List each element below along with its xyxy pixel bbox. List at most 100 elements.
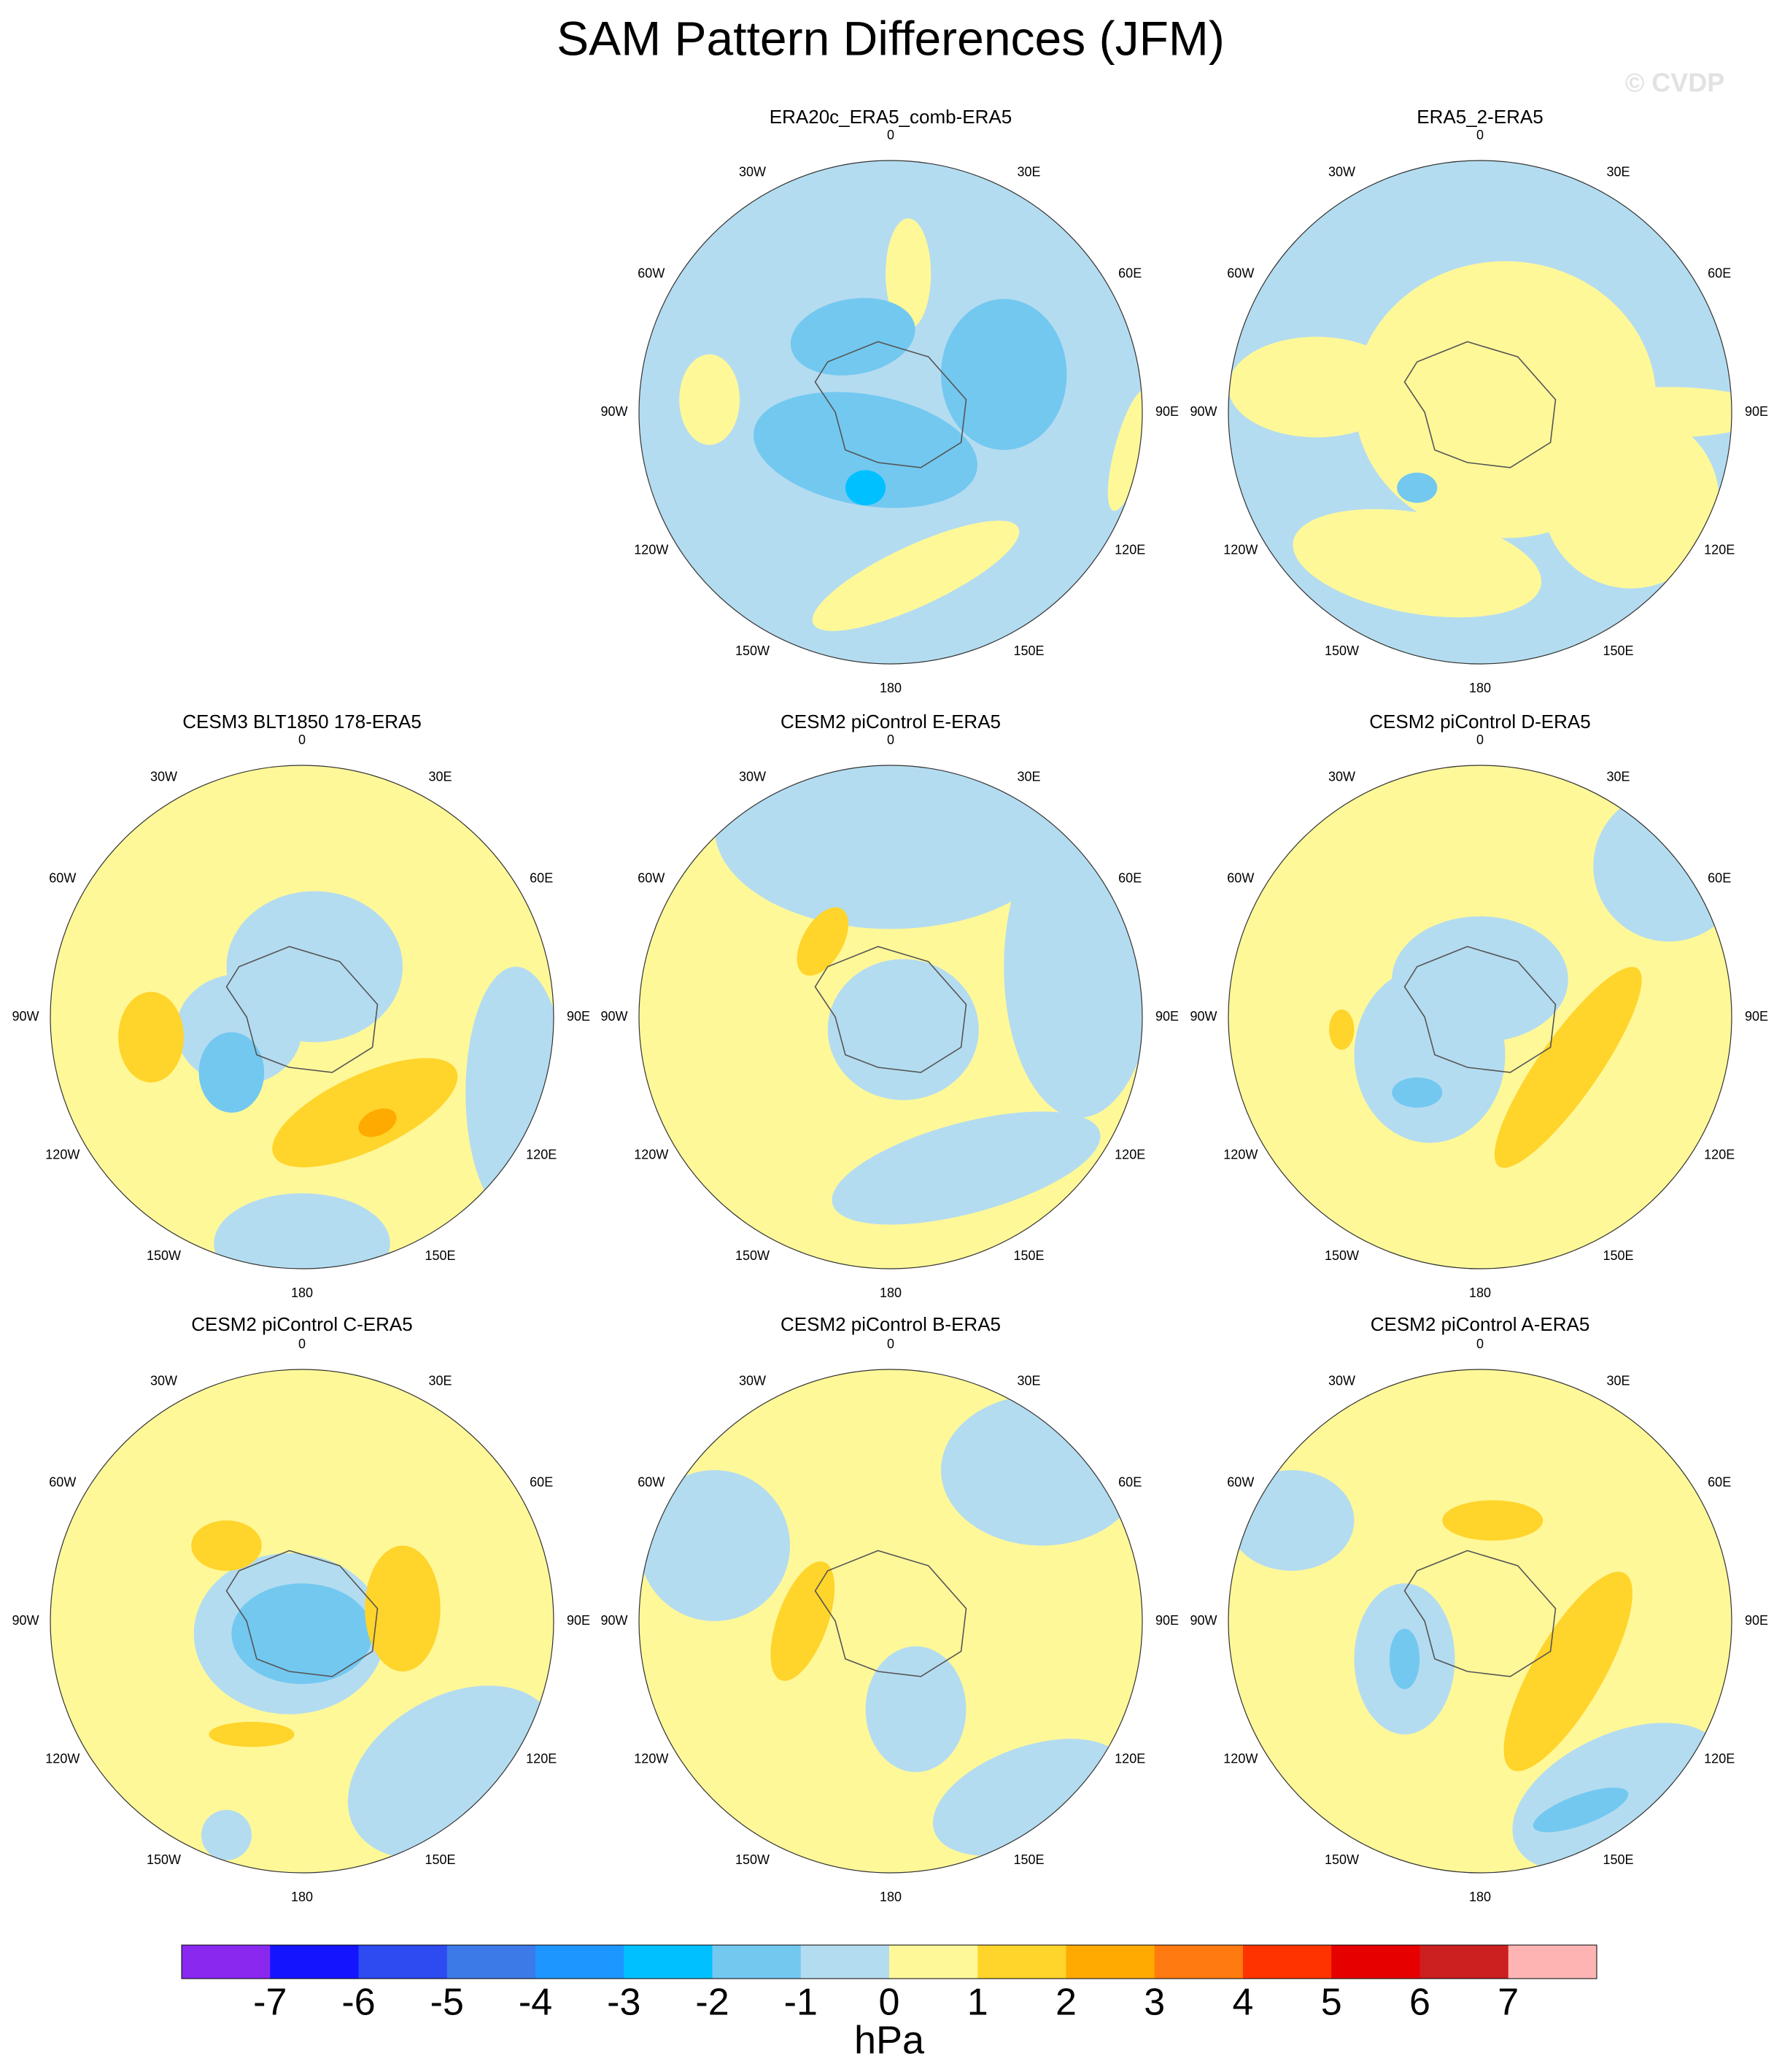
lon-label: 60W bbox=[638, 1474, 665, 1489]
contour-region bbox=[639, 1470, 790, 1621]
colorbar-box bbox=[446, 1945, 536, 1979]
map-rim bbox=[1228, 160, 1732, 665]
map-field bbox=[1228, 1369, 1732, 1873]
map-field bbox=[639, 765, 1142, 1269]
lon-label: 0 bbox=[887, 732, 894, 747]
colorbar-tick-label: 2 bbox=[1056, 1982, 1077, 2024]
lon-label: 120W bbox=[45, 1751, 80, 1766]
lon-label: 120E bbox=[1704, 1147, 1735, 1161]
lon-label: 120W bbox=[1223, 1147, 1258, 1161]
lon-label: 150W bbox=[1325, 643, 1359, 658]
lon-label: 90E bbox=[1745, 404, 1768, 419]
map-rim bbox=[1228, 1369, 1732, 1874]
lon-label: 150W bbox=[735, 1248, 770, 1263]
colorbar-label: hPa bbox=[854, 2018, 925, 2062]
contour-region bbox=[1593, 790, 1732, 942]
map-panel: 0 30E 60E 90E 120E 150E 180 150W 120W 90W 60W 30W bbox=[1190, 128, 1768, 695]
contour-region bbox=[1004, 816, 1142, 1118]
contour-region bbox=[1392, 916, 1568, 1043]
lon-label: 90W bbox=[12, 1613, 39, 1628]
lon-label: 90E bbox=[567, 1009, 590, 1024]
lon-label: 90E bbox=[1155, 1009, 1179, 1024]
contour-region bbox=[231, 1583, 373, 1685]
colorbar-tick-label: -4 bbox=[519, 1982, 552, 2024]
lon-label: 150W bbox=[1325, 1852, 1359, 1867]
lon-label: 120E bbox=[1115, 1147, 1145, 1161]
panel-title: CESM2 piControl B-ERA5 bbox=[781, 1313, 1001, 1335]
coastline bbox=[814, 946, 967, 1073]
colorbar-box bbox=[1508, 1945, 1597, 1979]
lon-label: 90E bbox=[567, 1613, 590, 1628]
lon-label: 0 bbox=[1476, 128, 1484, 142]
contour-region bbox=[812, 520, 1020, 631]
lon-label: 30W bbox=[150, 1374, 177, 1388]
lon-label: 120W bbox=[634, 1147, 668, 1161]
contour-region bbox=[201, 1809, 252, 1860]
contour-region bbox=[1533, 1787, 1629, 1833]
lon-label: 30E bbox=[428, 770, 452, 784]
contour-region bbox=[886, 218, 931, 330]
map-panel: 0 30E 60E 90E 120E 150E 180 150W 120W 90W 60W 30W bbox=[12, 1337, 590, 1904]
lon-label: 30E bbox=[1017, 1374, 1040, 1388]
coastline bbox=[814, 341, 967, 468]
panel-title: CESM2 piControl D-ERA5 bbox=[1369, 711, 1590, 732]
lon-label: 60W bbox=[638, 870, 665, 885]
lon-label: 60W bbox=[1227, 870, 1254, 885]
contour-region bbox=[1503, 1572, 1632, 1771]
lon-label: 120E bbox=[526, 1751, 557, 1766]
contour-region bbox=[1397, 472, 1438, 503]
colorbar-tick-label: -1 bbox=[784, 1982, 818, 2024]
coastline bbox=[1403, 341, 1557, 468]
lon-label: 30W bbox=[1328, 1374, 1355, 1388]
colorbar-tick-label: -5 bbox=[430, 1982, 464, 2024]
coastline bbox=[225, 946, 379, 1073]
map-field bbox=[1228, 765, 1732, 1269]
contour-region bbox=[272, 1058, 458, 1167]
colorbar-box bbox=[889, 1945, 978, 1979]
colorbar-tick-label: 6 bbox=[1409, 1982, 1430, 2024]
colorbar-box bbox=[182, 1945, 271, 1979]
lon-label: 30W bbox=[739, 165, 766, 179]
panel-title: CESM2 piControl C-ERA5 bbox=[191, 1313, 412, 1335]
lon-label: 30E bbox=[428, 1374, 452, 1388]
lon-label: 120W bbox=[1223, 1751, 1258, 1766]
lon-label: 120W bbox=[1223, 542, 1258, 557]
lon-label: 120W bbox=[634, 1751, 668, 1766]
lon-label: 30E bbox=[1017, 770, 1040, 784]
colorbar-tick-label: 4 bbox=[1233, 1982, 1254, 2024]
lon-label: 30W bbox=[739, 1374, 766, 1388]
lon-label: 180 bbox=[880, 681, 902, 695]
contour-region bbox=[941, 298, 1067, 450]
lon-label: 90W bbox=[600, 1009, 627, 1024]
lon-label: 150W bbox=[147, 1852, 181, 1867]
lon-label: 180 bbox=[291, 1286, 313, 1300]
panel-title: ERA20c_ERA5_comb-ERA5 bbox=[770, 106, 1012, 128]
contour-region bbox=[1543, 412, 1719, 589]
colorbar-tick-label: -3 bbox=[607, 1982, 640, 2024]
map-rim bbox=[638, 1369, 1143, 1874]
lon-label: 150E bbox=[1013, 1248, 1044, 1263]
colorbar-tick-label: 0 bbox=[879, 1982, 900, 2024]
colorbar-box bbox=[535, 1945, 624, 1979]
coastline bbox=[1403, 946, 1557, 1073]
lon-label: 150E bbox=[425, 1852, 455, 1867]
map-field bbox=[50, 765, 554, 1269]
lon-label: 60E bbox=[1118, 266, 1142, 280]
lon-label: 90E bbox=[1745, 1009, 1768, 1024]
lon-label: 90W bbox=[12, 1009, 39, 1024]
lon-label: 120E bbox=[1704, 542, 1735, 557]
lon-label: 150W bbox=[735, 643, 770, 658]
contour-region bbox=[358, 1108, 397, 1137]
colorbar-box bbox=[977, 1945, 1066, 1979]
contour-region bbox=[845, 470, 886, 506]
lon-label: 60W bbox=[1227, 1474, 1254, 1489]
contour-region bbox=[679, 354, 740, 445]
lon-label: 90W bbox=[1190, 1613, 1217, 1628]
lon-label: 150E bbox=[1603, 1248, 1633, 1263]
map-rim bbox=[638, 765, 1143, 1269]
colorbar-box bbox=[1066, 1945, 1155, 1979]
contour-region bbox=[365, 1545, 441, 1671]
contour-region bbox=[198, 1032, 265, 1113]
contour-region bbox=[770, 1561, 835, 1681]
